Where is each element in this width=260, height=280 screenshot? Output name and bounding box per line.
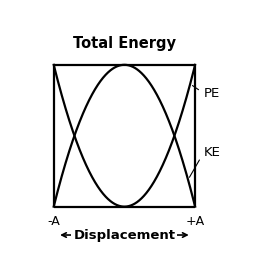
Text: Total Energy: Total Energy	[73, 36, 176, 51]
Text: +A: +A	[186, 215, 205, 228]
Text: KE: KE	[190, 146, 220, 177]
Text: Displacement: Displacement	[73, 228, 176, 242]
Text: -A: -A	[47, 215, 60, 228]
Text: PE: PE	[192, 85, 220, 100]
